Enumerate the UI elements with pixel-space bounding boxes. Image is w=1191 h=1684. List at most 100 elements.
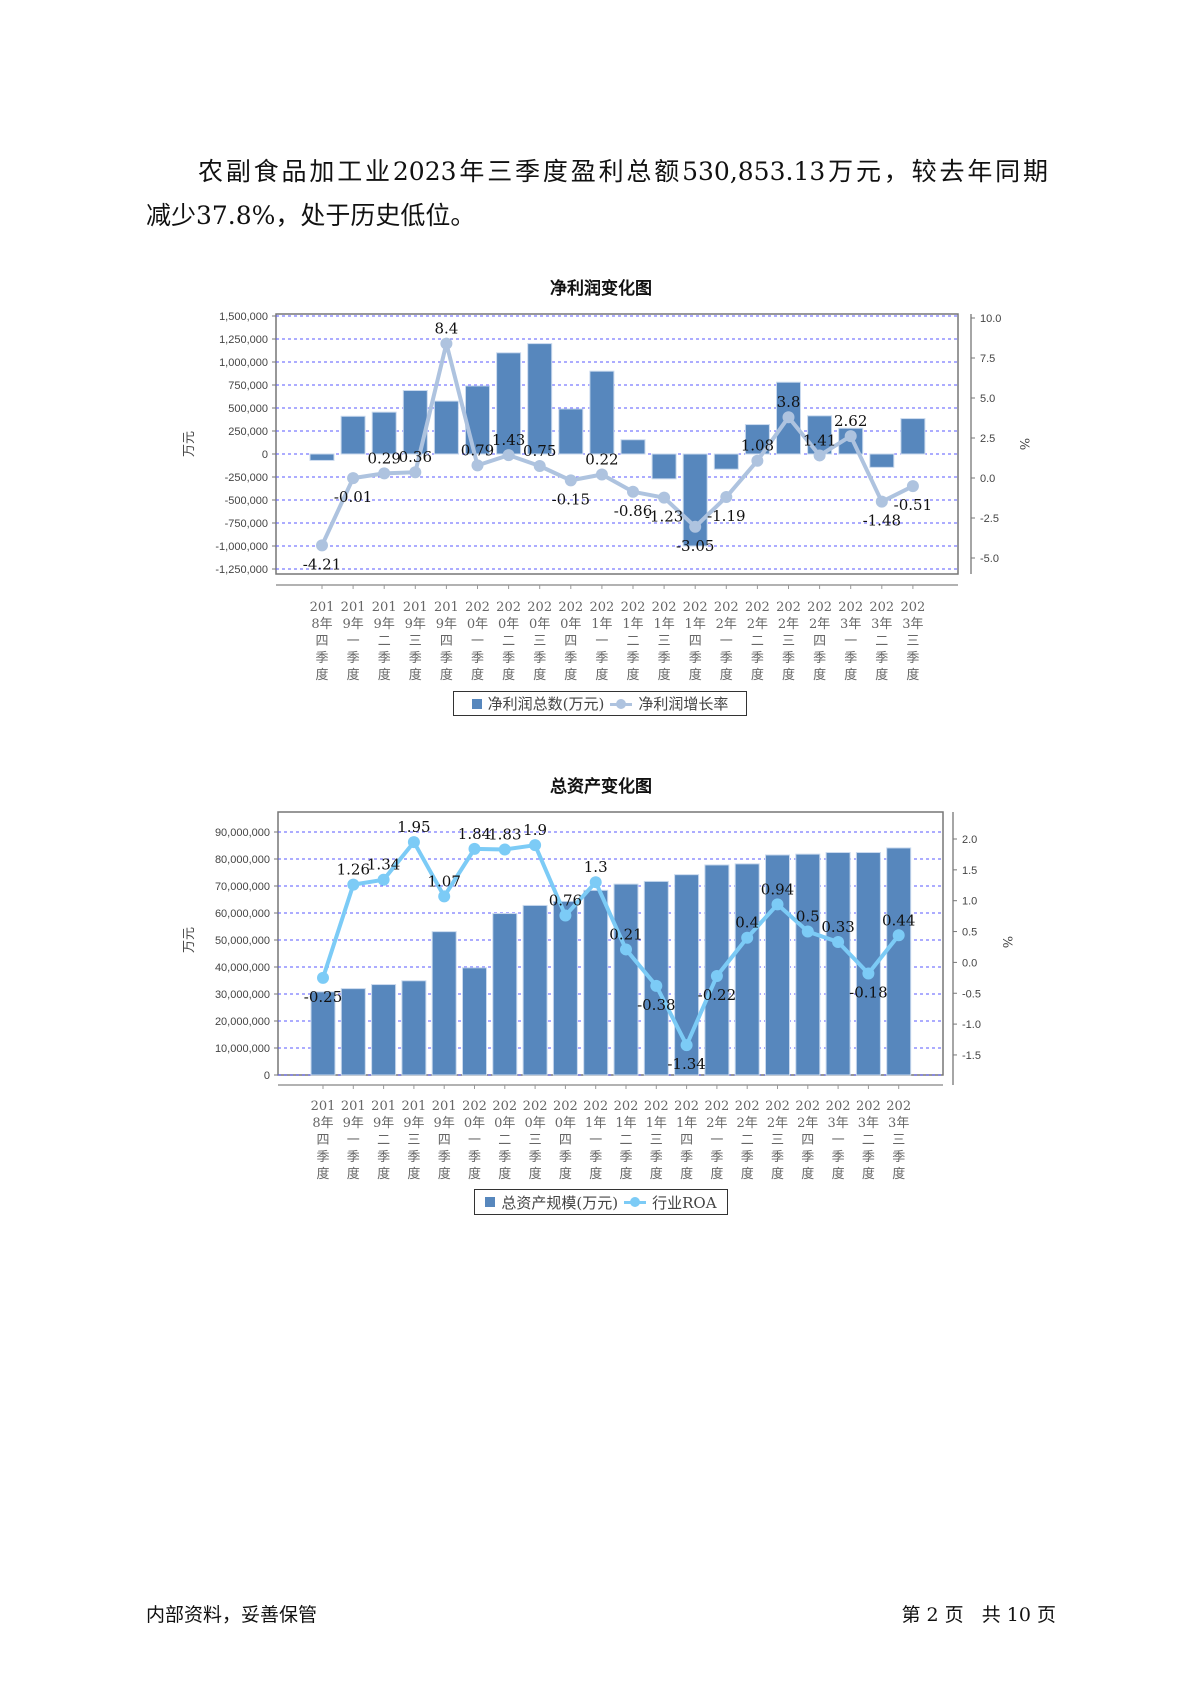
data-label: 1.07: [427, 872, 460, 890]
y-tick-label: 750,000: [228, 380, 268, 392]
data-label: 0.75: [523, 442, 556, 460]
data-label: 1.43: [492, 431, 525, 449]
bar: [795, 853, 821, 1076]
line-point: [498, 843, 511, 856]
x-tick-label: 201 9年一季度: [341, 600, 366, 683]
x-tick-label: 202 1年四季度: [683, 600, 708, 683]
y-tick-label: -250,000: [225, 472, 268, 484]
x-tick-label: 202 3年二季度: [869, 600, 894, 683]
x-tick-label: 202 2年三季度: [765, 1099, 790, 1182]
x-tick-label: 201 9年二季度: [372, 600, 397, 683]
line-series: [320, 341, 914, 547]
legend-net-profit: 净利润总数(万元) 净利润增长率: [453, 691, 747, 716]
line-point: [316, 539, 328, 552]
bar: [552, 900, 578, 1076]
y2-tick-label: -1.5: [962, 1050, 981, 1062]
bar: [558, 408, 584, 455]
bar: [309, 453, 335, 461]
line-point: [844, 430, 857, 443]
line-point: [440, 337, 453, 350]
line-point: [564, 474, 577, 487]
legend-label-line: 净利润增长率: [638, 695, 729, 713]
bar: [371, 984, 397, 1076]
data-label: 0.22: [585, 450, 618, 468]
y-axis-title: 万元: [182, 927, 197, 953]
x-tick-label: 202 3年一季度: [826, 1099, 851, 1182]
y-tick-label: 0: [264, 1070, 270, 1082]
data-label: 0.44: [882, 911, 915, 929]
x-tick-label: 202 1年一季度: [583, 1099, 608, 1182]
data-label: 2.62: [834, 412, 867, 430]
footer-page-number: 第 2 页 共 10 页: [901, 1604, 1056, 1626]
data-label: -0.01: [334, 488, 372, 506]
y-tick-label: -1,250,000: [215, 564, 268, 576]
data-label: -1.19: [707, 507, 745, 525]
line-point: [317, 971, 329, 984]
line-point: [407, 836, 420, 849]
x-tick-label: 201 9年三季度: [403, 600, 428, 683]
x-tick-label: 202 1年一季度: [589, 600, 614, 683]
bar: [886, 847, 912, 1076]
y2-tick-label: 2.0: [962, 834, 977, 846]
data-label: 0.5: [796, 908, 820, 926]
y2-tick-label: 0.0: [962, 957, 977, 969]
data-label: -1.34: [667, 1055, 705, 1073]
data-label: 1.26: [337, 861, 370, 879]
bar: [583, 889, 609, 1076]
bar: [340, 415, 366, 455]
y-tick-label: 1,000,000: [219, 357, 268, 369]
y2-tick-label: 1.5: [962, 865, 977, 877]
x-tick-label: 201 9年四季度: [434, 600, 459, 683]
y-tick-label: 250,000: [228, 426, 268, 438]
data-label: -4.21: [303, 555, 341, 573]
x-tick-label: 202 3年二季度: [856, 1099, 881, 1182]
line-point: [650, 979, 663, 992]
x-tick-label: 202 2年四季度: [795, 1099, 820, 1182]
x-tick-label: 201 8年四季度: [311, 1099, 336, 1182]
bar: [433, 400, 459, 455]
x-tick-label: 202 0年三季度: [527, 600, 552, 683]
data-label: 8.4: [434, 320, 458, 338]
x-tick-label: 201 9年二季度: [371, 1099, 396, 1182]
data-label: 1.95: [397, 818, 430, 836]
y-tick-label: 30,000,000: [215, 989, 270, 1001]
legend-line-swatch: [610, 698, 633, 709]
y2-tick-label: -0.5: [962, 988, 981, 1000]
data-label: 1.83: [488, 825, 521, 843]
line-point: [875, 495, 888, 508]
y2-tick-label: 1.0: [962, 896, 977, 908]
data-label: 0.36: [399, 448, 432, 466]
line-point: [710, 969, 723, 982]
x-tick-label: 201 9年一季度: [341, 1099, 366, 1182]
legend-bar-swatch: [485, 1197, 496, 1207]
x-tick-label: 202 0年一季度: [462, 1099, 487, 1182]
x-tick-label: 202 1年二季度: [621, 600, 646, 683]
bar: [431, 931, 457, 1076]
legend-label-bar: 净利润总数(万元): [487, 695, 605, 713]
line-point: [502, 449, 515, 462]
bar: [704, 864, 730, 1076]
legend-bar-swatch: [471, 698, 482, 709]
line-point: [378, 467, 391, 480]
line-point: [862, 967, 875, 980]
bar: [900, 418, 926, 455]
legend-label-line: 行业ROA: [652, 1193, 717, 1212]
y-tick-label: 60,000,000: [215, 908, 270, 920]
x-tick-label: 202 2年三季度: [776, 600, 801, 683]
x-tick-label: 201 9年三季度: [401, 1099, 426, 1182]
y2-tick-label: -2.5: [980, 513, 999, 525]
line-point: [906, 480, 919, 493]
legend-label-bar: 总资产规模(万元): [501, 1193, 619, 1212]
y-tick-label: 70,000,000: [215, 881, 270, 893]
bar: [825, 852, 851, 1076]
footer-confidential-note: 内部资料，妥善保管: [146, 1604, 318, 1626]
y-tick-label: 500,000: [228, 403, 268, 415]
bar: [613, 883, 639, 1076]
line-point: [689, 520, 702, 533]
y2-tick-label: -1.0: [962, 1019, 981, 1031]
y-tick-label: -500,000: [225, 495, 268, 507]
bar: [522, 904, 548, 1076]
line-point: [813, 449, 826, 462]
